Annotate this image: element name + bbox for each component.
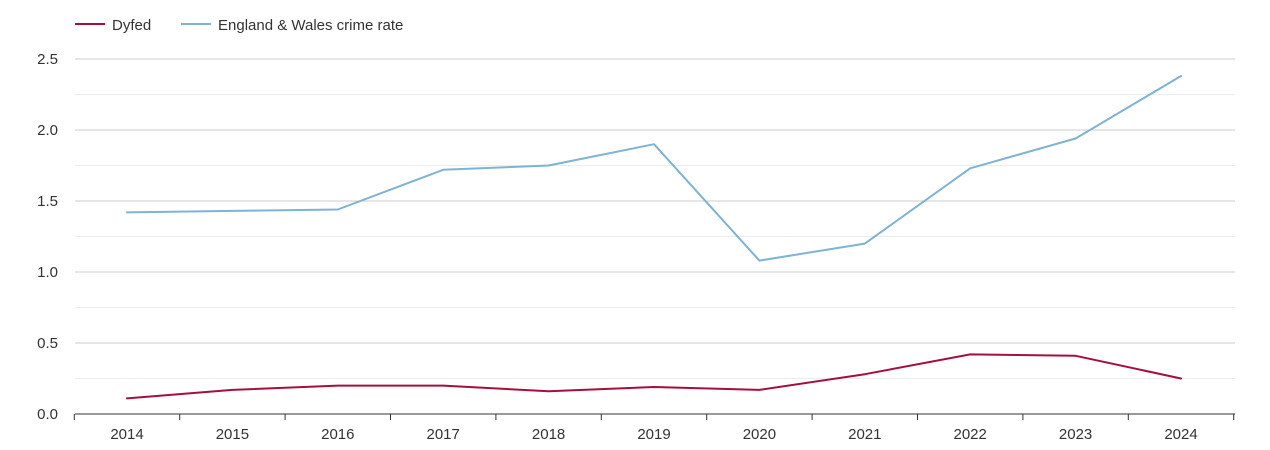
y-tick-label: 1.0 [37,264,58,281]
legend-item: England & Wales crime rate [181,17,403,34]
x-tick-label: 2023 [1059,426,1092,443]
x-tick-label: 2020 [743,426,776,443]
x-tick-label: 2024 [1164,426,1197,443]
legend-label: England & Wales crime rate [218,17,403,34]
series-line [126,353,1182,400]
x-tick-label: 2022 [954,426,987,443]
y-tick-label: 2.5 [37,51,58,68]
x-tick-label: 2014 [110,426,143,443]
series-england-wales-crime-rate [126,75,1182,262]
grid-lines [75,58,1235,379]
y-tick-label: 2.0 [37,122,58,139]
legend: Dyfed England & Wales crime rate [75,17,403,34]
x-tick-label: 2017 [427,426,460,443]
series-line [126,75,1182,262]
legend-item: Dyfed [75,17,151,34]
x-tick-label: 2015 [216,426,249,443]
y-axis: 0.0 0.5 1.0 1.5 2.0 2.5 [37,51,58,423]
x-tick-label: 2021 [848,426,881,443]
x-tick-label: 2016 [321,426,354,443]
x-axis: 2014 2015 2016 2017 2018 2019 2020 2021 2022 2023… [73,413,1235,443]
series-dyfed [126,353,1182,400]
y-tick-label: 0.0 [37,406,58,423]
x-tick-label: 2018 [532,426,565,443]
y-tick-label: 1.5 [37,193,58,210]
legend-label: Dyfed [112,17,151,34]
series-layer [126,75,1182,400]
x-tick-label: 2019 [637,426,670,443]
y-tick-label: 0.5 [37,335,58,352]
